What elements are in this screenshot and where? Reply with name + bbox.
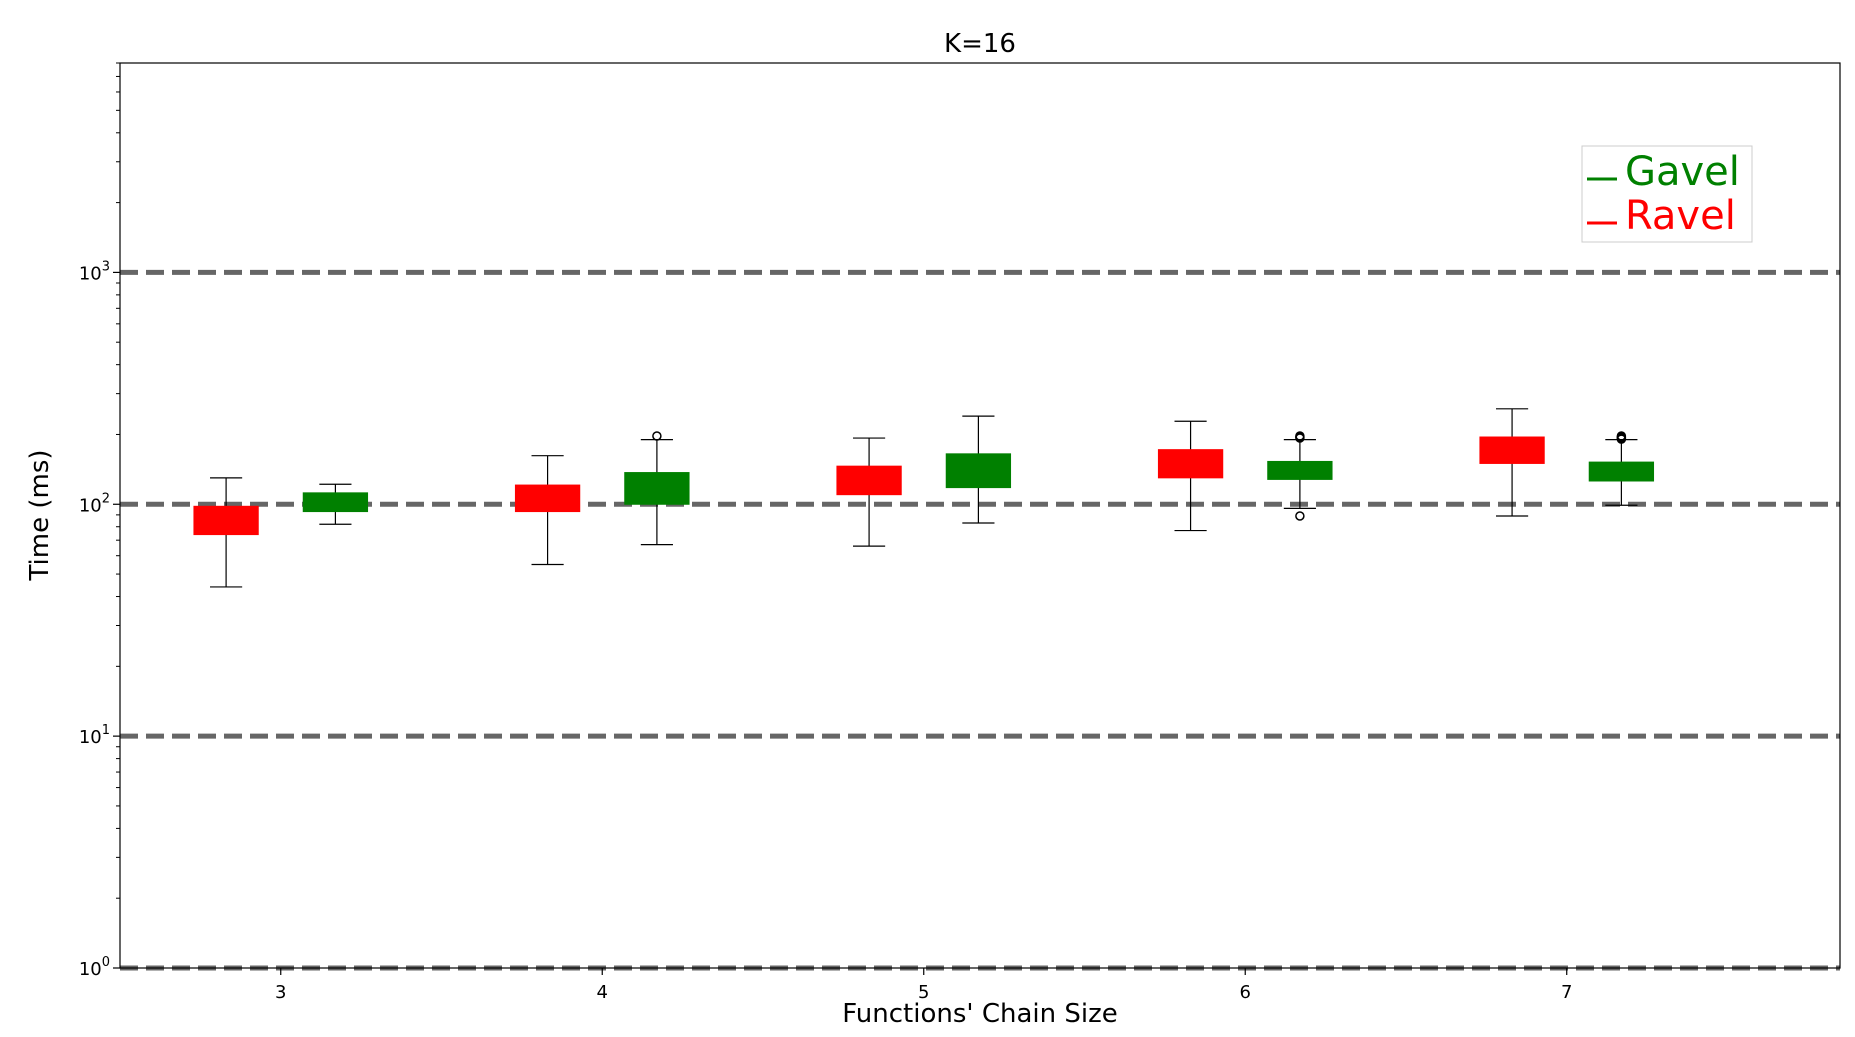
- x-tick-label: 6: [1240, 982, 1251, 1003]
- legend-label-ravel: Ravel: [1625, 193, 1736, 239]
- flier-gavel: [1295, 431, 1305, 441]
- x-tick-label: 4: [597, 982, 608, 1003]
- flier-gavel: [652, 431, 662, 441]
- gridlines: [120, 269, 1840, 971]
- box-ravel: [836, 465, 902, 496]
- box-gavel: [1588, 461, 1655, 482]
- x-tick-label: 3: [275, 982, 286, 1003]
- box-gavel: [302, 492, 369, 513]
- chart-title: K=16: [944, 29, 1016, 59]
- box-gavel: [624, 472, 690, 505]
- box-ravel: [1157, 449, 1224, 479]
- y-tick-label: 103: [79, 259, 110, 284]
- y-tick-label: 102: [79, 491, 110, 516]
- box-ravel: [193, 505, 259, 536]
- box-ravel: [1479, 436, 1545, 464]
- box-gavel: [1267, 460, 1333, 480]
- box-ravel: [514, 484, 581, 513]
- legend-label-gavel: Gavel: [1625, 149, 1740, 195]
- y-tick-label: 101: [79, 723, 110, 748]
- y-tick-labels: 100 101 102 103: [79, 259, 120, 980]
- flier-gavel: [1295, 511, 1305, 521]
- plot-frame: [119, 62, 1841, 969]
- y-tick-label: 100: [79, 955, 110, 980]
- flier-gavel: [1616, 431, 1627, 441]
- x-tick-label: 7: [1561, 982, 1572, 1003]
- x-tick-label: 5: [918, 982, 929, 1003]
- box-gavel: [945, 453, 1012, 489]
- x-tick-labels: 3 4 5 6 7: [275, 968, 1572, 1003]
- boxes: [193, 408, 1655, 588]
- minor-ticks: [116, 62, 120, 899]
- legend-frame: [1581, 145, 1753, 243]
- x-axis-label: Functions' Chain Size: [842, 999, 1117, 1029]
- legend: Gavel Ravel: [1581, 145, 1753, 243]
- y-axis-label: Time (ms): [25, 449, 55, 581]
